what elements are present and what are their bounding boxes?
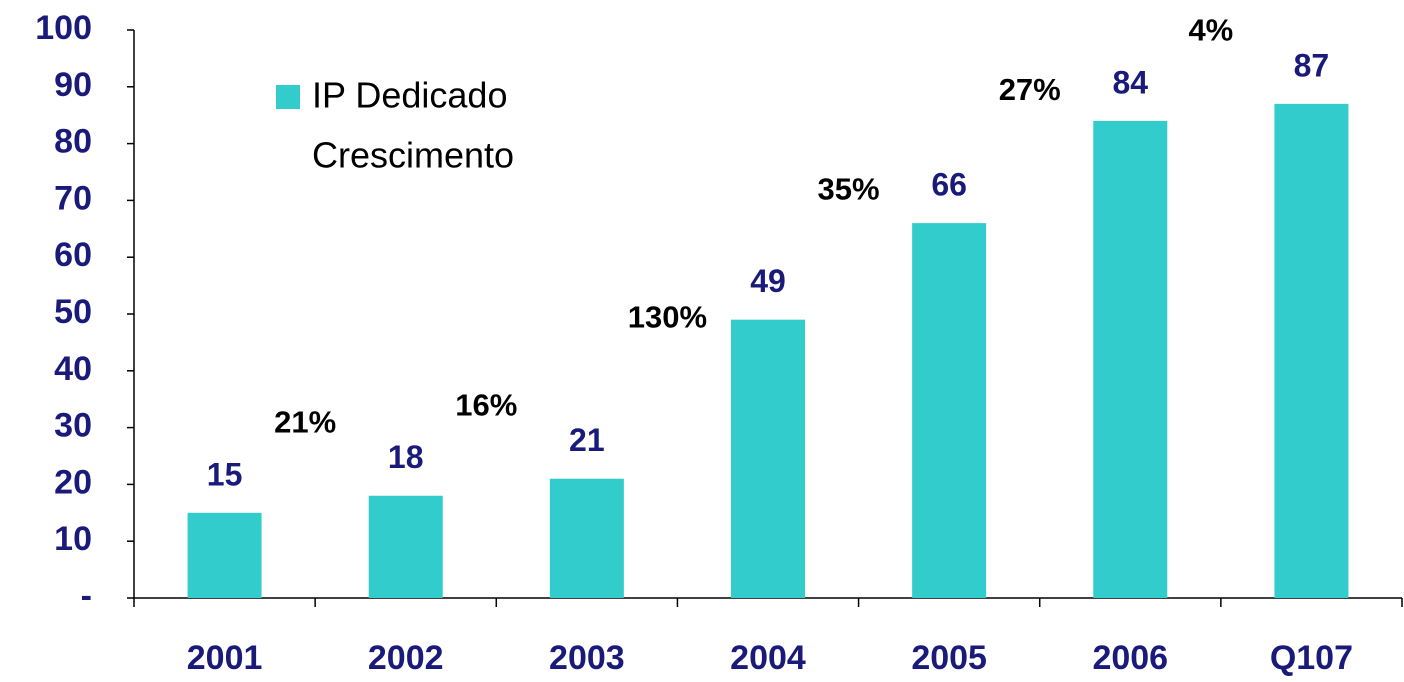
bar — [187, 512, 262, 598]
x-tick-label: 2004 — [730, 639, 806, 677]
value-label: 66 — [931, 167, 967, 203]
y-tick-label: 80 — [54, 123, 92, 161]
value-label: 15 — [207, 456, 243, 492]
y-tick-label: - — [81, 577, 92, 615]
value-label: 87 — [1294, 47, 1330, 83]
y-tick-label: 10 — [54, 520, 92, 558]
value-label: 84 — [1112, 64, 1148, 100]
y-tick-label: 30 — [54, 407, 92, 445]
y-tick-label: 40 — [54, 350, 92, 388]
growth-label: 27% — [999, 72, 1061, 107]
growth-label: 21% — [274, 404, 336, 439]
y-tick-label: 100 — [35, 9, 92, 47]
bar — [1093, 120, 1168, 598]
y-tick-label: 50 — [54, 293, 92, 331]
y-tick-label: 60 — [54, 236, 92, 274]
growth-label: 16% — [455, 387, 517, 422]
x-tick-label: 2003 — [549, 639, 625, 677]
growth-label: 35% — [818, 172, 880, 207]
bar — [1274, 103, 1349, 598]
growth-label: 4% — [1188, 13, 1233, 48]
legend-label: Crescimento — [312, 135, 514, 176]
x-tick-label: 2006 — [1092, 639, 1168, 677]
bar — [912, 223, 987, 598]
y-tick-label: 70 — [54, 179, 92, 217]
value-label: 21 — [569, 422, 605, 458]
legend-label: IP Dedicado — [312, 75, 507, 116]
y-tick-label: 90 — [54, 66, 92, 104]
bar — [731, 319, 805, 598]
x-tick-label: 2001 — [187, 639, 263, 677]
legend-box — [262, 70, 582, 188]
y-tick-label: 20 — [54, 463, 92, 501]
value-label: 49 — [750, 263, 786, 299]
bar — [549, 478, 624, 598]
bar — [368, 495, 443, 598]
value-label: 18 — [388, 439, 424, 475]
growth-label: 130% — [628, 299, 707, 334]
legend-swatch — [276, 85, 300, 109]
x-tick-label: Q107 — [1270, 639, 1353, 677]
x-tick-label: 2002 — [368, 639, 444, 677]
x-tick-label: 2005 — [911, 639, 987, 677]
